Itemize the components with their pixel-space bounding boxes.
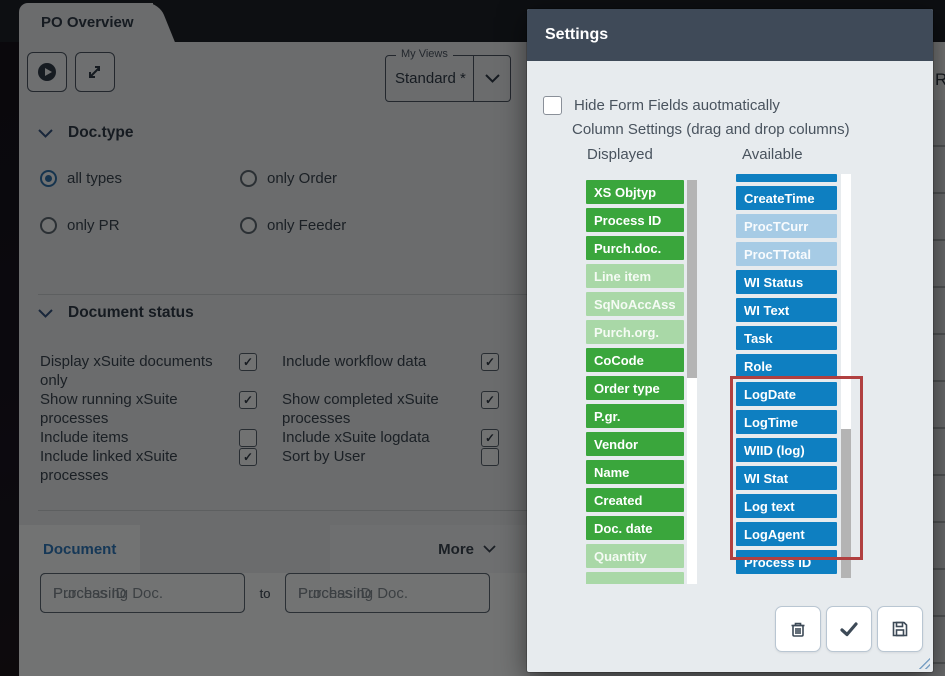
column-chip[interactable]: Purch.org. — [586, 320, 684, 344]
available-columns-list: CreateTime ProcTCurr ProcTTotal WI Statu… — [736, 174, 837, 578]
column-chip-label: Quantity — [594, 548, 647, 564]
column-settings-label: Column Settings (drag and drop columns) — [572, 121, 850, 138]
column-chip-label: Order type — [594, 380, 660, 396]
column-chip-label: Doc. date — [594, 520, 653, 536]
column-chip-label: SqNoAccAss — [594, 296, 676, 312]
column-chip-label: LogTime — [744, 414, 798, 430]
column-chip[interactable]: Line item — [586, 264, 684, 288]
column-chip-label: Log text — [744, 498, 795, 514]
column-chip[interactable]: Name — [586, 460, 684, 484]
column-chip[interactable]: Quantity — [586, 544, 684, 568]
column-chip-label: XS Objtyp — [594, 184, 657, 200]
displayed-scrollbar-thumb[interactable] — [687, 180, 697, 378]
column-chip[interactable]: WI Status — [736, 270, 837, 294]
column-chip[interactable]: Vendor — [586, 432, 684, 456]
column-chip-label: Role — [744, 358, 773, 374]
column-chip-label: Vendor — [594, 436, 639, 452]
available-header: Available — [742, 146, 803, 163]
column-chip[interactable]: Process ID — [586, 208, 684, 232]
column-chip-label: Name — [594, 464, 630, 480]
column-chip-label: LogDate — [744, 386, 796, 402]
column-chip[interactable]: XS Objtyp — [586, 180, 684, 204]
column-chip[interactable]: P.gr. — [586, 404, 684, 428]
column-chip[interactable]: ProcTCurr — [736, 214, 837, 238]
column-chip-label: Purch.doc. — [594, 240, 662, 256]
hide-form-fields-checkbox[interactable] — [543, 96, 562, 115]
column-chip[interactable]: Task — [736, 326, 837, 350]
column-chip-label: Line item — [594, 268, 652, 284]
column-chip[interactable]: LogAgent — [736, 522, 837, 546]
column-chip[interactable]: LogDate — [736, 382, 837, 406]
column-chip[interactable]: SqNoAccAss — [586, 292, 684, 316]
column-chip[interactable]: ProcTTotal — [736, 242, 837, 266]
column-chip[interactable]: CoCode — [586, 348, 684, 372]
trash-icon — [788, 619, 808, 639]
column-chip-label: CreateTime — [744, 190, 815, 206]
displayed-header: Displayed — [587, 146, 653, 163]
hide-form-fields-label: Hide Form Fields auotmatically — [574, 97, 780, 114]
column-chip[interactable]: CreateTime — [736, 186, 837, 210]
resize-handle-icon[interactable] — [917, 656, 930, 669]
column-chip-label: WI Status — [744, 274, 804, 290]
column-chip[interactable]: LogTime — [736, 410, 837, 434]
settings-dialog: Settings Hide Form Fields auotmatically … — [527, 9, 933, 672]
apply-button[interactable] — [826, 606, 872, 652]
hide-form-fields-row: Hide Form Fields auotmatically — [543, 96, 780, 115]
column-chip-label: Task — [744, 330, 773, 346]
column-chip-label: Purch.org. — [594, 324, 660, 340]
save-icon — [890, 619, 910, 639]
settings-dialog-title: Settings — [545, 26, 609, 43]
column-chip-label: WI Text — [744, 302, 790, 318]
column-chip-label: Created — [594, 492, 643, 508]
column-chip[interactable]: WIID (log) — [736, 438, 837, 462]
save-button[interactable] — [877, 606, 923, 652]
column-chip-label: ProcTCurr — [744, 218, 809, 234]
highlight-box — [730, 376, 863, 560]
column-chip[interactable]: Order type — [586, 376, 684, 400]
displayed-scrollbar[interactable] — [687, 180, 697, 584]
column-chip-label: ProcTTotal — [744, 246, 811, 262]
column-chip[interactable]: Role — [736, 354, 837, 378]
column-chip-label: LogAgent — [744, 526, 805, 542]
column-chip-label: CoCode — [594, 352, 644, 368]
displayed-columns-list: XS Objtyp Process ID Purch.doc. Line ite… — [586, 180, 684, 584]
column-chip-label: P.gr. — [594, 408, 621, 424]
column-chip[interactable]: Doc. date — [586, 516, 684, 540]
settings-dialog-header[interactable]: Settings — [527, 9, 933, 61]
dialog-buttons — [775, 606, 923, 652]
column-chip[interactable]: Created — [586, 488, 684, 512]
available-scrollbar-thumb[interactable] — [841, 429, 851, 578]
column-chip[interactable]: WI Text — [736, 298, 837, 322]
delete-button[interactable] — [775, 606, 821, 652]
column-chip-label: WIID (log) — [744, 442, 805, 458]
column-chip-label: Process ID — [594, 212, 662, 228]
column-chip[interactable]: Log text — [736, 494, 837, 518]
column-chip[interactable] — [586, 572, 684, 584]
column-chip[interactable]: Purch.doc. — [586, 236, 684, 260]
check-icon — [838, 618, 860, 640]
column-chip[interactable]: WI Stat — [736, 466, 837, 490]
column-chip[interactable] — [736, 174, 837, 182]
column-chip[interactable]: Process ID — [736, 550, 837, 574]
column-chip-label: WI Stat — [744, 470, 789, 486]
